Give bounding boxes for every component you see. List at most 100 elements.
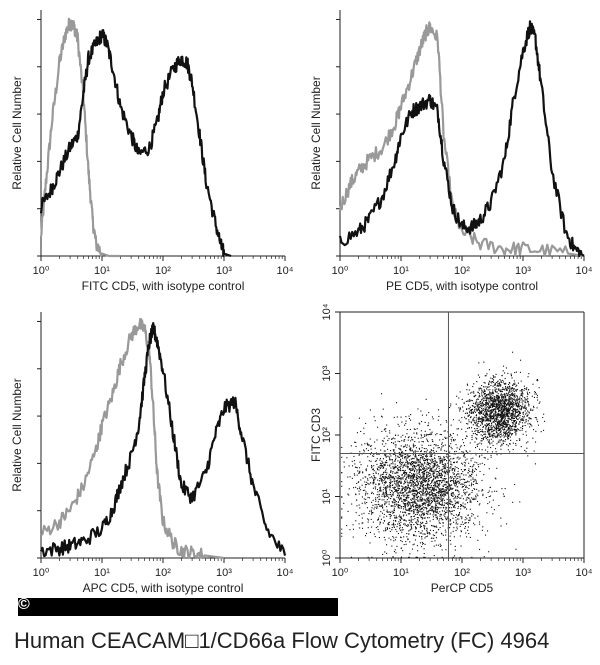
scatter-point [464, 464, 466, 466]
scatter-point [496, 432, 498, 434]
scatter-point [401, 464, 403, 466]
scatter-point [411, 484, 413, 486]
scatter-point [403, 514, 405, 516]
scatter-point [472, 412, 474, 414]
scatter-point [443, 459, 445, 461]
scatter-point [495, 435, 497, 437]
scatter-point [466, 435, 468, 437]
scatter-point [503, 420, 505, 422]
scatter-point [385, 453, 387, 455]
scatter-point [457, 476, 459, 478]
scatter-point [415, 489, 417, 491]
scatter-point [425, 472, 427, 474]
scatter-point [419, 510, 421, 512]
scatter-point [394, 441, 396, 443]
scatter-point [419, 497, 421, 499]
scatter-point [383, 536, 385, 538]
scatter-point [471, 436, 473, 438]
scatter-point [425, 488, 427, 490]
scatter-point [468, 427, 470, 429]
scatter-point [505, 396, 507, 398]
scatter-point [415, 484, 417, 486]
scatter-point [403, 499, 405, 501]
scatter-point [467, 502, 469, 504]
scatter-point [488, 410, 490, 412]
scatter-point [501, 420, 503, 422]
scatter-point [439, 433, 441, 435]
scatter-point [455, 514, 457, 516]
scatter-point [509, 386, 511, 388]
scatter-point [407, 487, 409, 489]
scatter-point [498, 427, 500, 429]
scatter-point [411, 516, 413, 518]
scatter-point [479, 376, 481, 378]
scatter-point [506, 419, 508, 421]
scatter-point [504, 394, 506, 396]
scatter-point [362, 477, 364, 479]
scatter-point [501, 399, 503, 401]
scatter-point [488, 400, 490, 402]
scatter-point [466, 412, 468, 414]
scatter-point [500, 433, 502, 435]
scatter-point [458, 458, 460, 460]
scatter-point [481, 395, 483, 397]
scatter-point [401, 489, 403, 491]
scatter-point [515, 444, 517, 446]
scatter-point [405, 416, 407, 418]
scatter-point [508, 415, 510, 417]
scatter-point [469, 412, 471, 414]
scatter-point [395, 489, 397, 491]
panel-bottom-right-y-tick-label: 10⁰ [321, 549, 333, 566]
scatter-point [361, 496, 363, 498]
scatter-point [451, 495, 453, 497]
scatter-point [428, 484, 430, 486]
scatter-point [406, 497, 408, 499]
scatter-point [372, 455, 374, 457]
scatter-point [401, 440, 403, 442]
scatter-point [432, 441, 434, 443]
scatter-point [388, 514, 390, 516]
scatter-point [508, 382, 510, 384]
scatter-point [485, 375, 487, 377]
scatter-point [420, 476, 422, 478]
scatter-point [495, 412, 497, 414]
scatter-point [502, 416, 504, 418]
scatter-point [358, 493, 360, 495]
scatter-point [364, 489, 366, 491]
scatter-point [462, 406, 464, 408]
scatter-point [407, 538, 409, 540]
scatter-point [485, 534, 487, 536]
scatter-point [416, 496, 418, 498]
scatter-point [424, 461, 426, 463]
scatter-point [514, 372, 516, 374]
scatter-point [478, 412, 480, 414]
scatter-point [426, 461, 428, 463]
scatter-point [494, 435, 496, 437]
scatter-point [394, 486, 396, 488]
scatter-point [456, 528, 458, 530]
scatter-point [437, 509, 439, 511]
scatter-point [533, 450, 535, 452]
scatter-point [467, 514, 469, 516]
scatter-point [491, 415, 493, 417]
scatter-point [511, 406, 513, 408]
scatter-point [452, 439, 454, 441]
scatter-point [420, 481, 422, 483]
scatter-point [506, 523, 508, 525]
scatter-point [472, 481, 474, 483]
scatter-point [423, 526, 425, 528]
scatter-point [516, 418, 518, 420]
scatter-point [483, 391, 485, 393]
scatter-point [504, 435, 506, 437]
scatter-point [433, 473, 435, 475]
scatter-point [437, 544, 439, 546]
scatter-point [429, 477, 431, 479]
scatter-point [492, 397, 494, 399]
scatter-point [413, 524, 415, 526]
scatter-point [470, 421, 472, 423]
scatter-point [498, 505, 500, 507]
scatter-point [413, 534, 415, 536]
scatter-point [449, 524, 451, 526]
scatter-point [455, 501, 457, 503]
scatter-point [489, 433, 491, 435]
